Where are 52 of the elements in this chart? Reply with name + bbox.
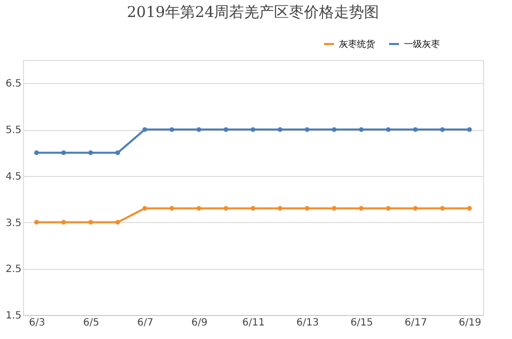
point <box>88 220 93 225</box>
x-tick-label: 6/11 <box>242 318 265 328</box>
point <box>278 206 282 211</box>
x-tick-label: 6/17 <box>404 318 428 328</box>
point <box>196 206 202 211</box>
x-tick-label: 6/7 <box>137 318 154 328</box>
point <box>413 127 418 132</box>
x-tick-label: 6/19 <box>458 318 482 328</box>
x-tick-label: 6/15 <box>350 318 373 328</box>
point <box>115 150 120 156</box>
point <box>440 206 445 211</box>
point <box>386 127 391 132</box>
point <box>61 220 66 225</box>
legend-label: 一级灰枣 <box>404 39 440 50</box>
point <box>61 150 66 156</box>
y-tick-label: 4.5 <box>6 171 22 182</box>
point <box>332 206 337 211</box>
point <box>386 206 391 211</box>
y-tick-label: 5.5 <box>6 125 22 136</box>
point <box>224 206 228 211</box>
point <box>169 127 174 132</box>
point <box>142 206 148 211</box>
point <box>224 127 228 132</box>
point <box>34 150 39 156</box>
point <box>88 150 93 156</box>
x-tick-label: 6/5 <box>83 318 100 328</box>
point <box>115 220 120 225</box>
point <box>304 206 310 211</box>
point <box>250 206 256 211</box>
y-tick-label: 6.5 <box>6 78 22 90</box>
x-tick-label: 6/3 <box>28 318 46 328</box>
point <box>358 206 364 211</box>
legend-label: 灰枣统货 <box>339 39 375 50</box>
point <box>142 127 148 132</box>
point <box>196 127 202 132</box>
point <box>440 127 445 132</box>
point <box>169 206 174 211</box>
point <box>250 127 256 132</box>
point <box>413 206 418 211</box>
y-tick-label: 1.5 <box>6 310 22 322</box>
point <box>467 206 472 211</box>
chart-title: 2019年第24周若羌产区枣价格走势图 <box>126 3 380 21</box>
x-tick-label: 6/13 <box>296 318 319 328</box>
point <box>358 127 364 132</box>
point <box>278 127 282 132</box>
point <box>34 220 39 225</box>
y-tick-label: 2.5 <box>6 264 22 276</box>
x-tick-label: 6/9 <box>191 318 208 328</box>
point <box>467 127 472 132</box>
point <box>304 127 310 132</box>
y-tick-label: 3.5 <box>6 218 22 229</box>
point <box>332 127 337 132</box>
